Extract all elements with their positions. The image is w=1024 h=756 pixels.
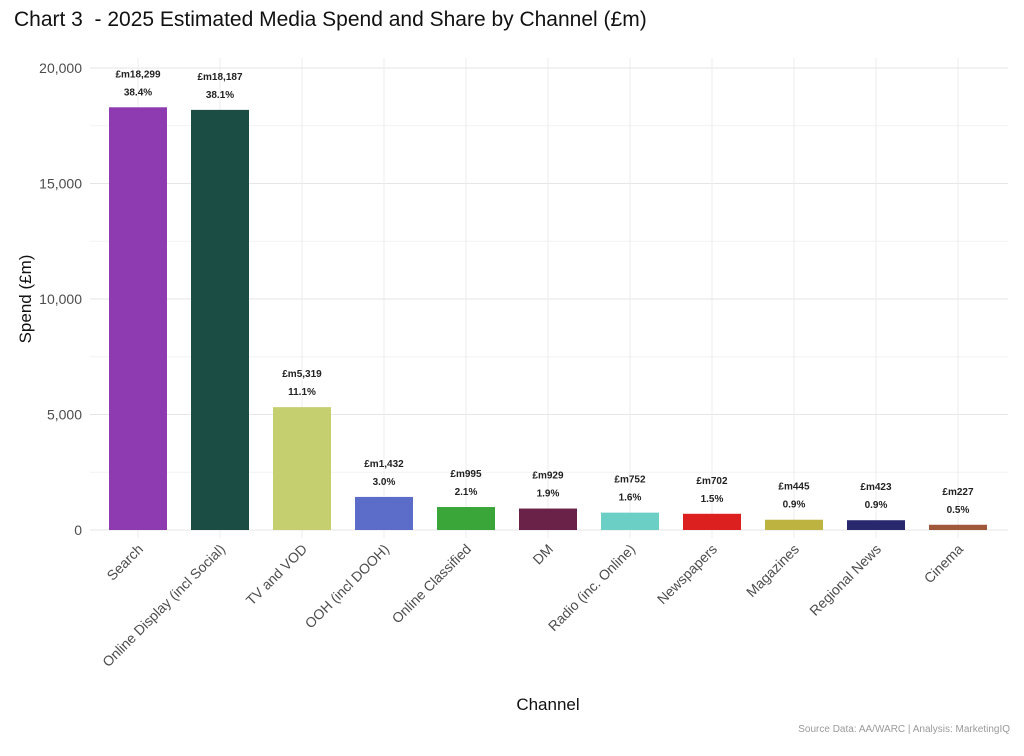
value-label: £m227 <box>942 487 974 498</box>
share-label: 11.1% <box>288 387 316 398</box>
share-label: 2.1% <box>455 487 478 498</box>
y-axis-title: Spend (£m) <box>16 255 35 344</box>
x-tick-label: Magazines <box>743 541 802 600</box>
source-caption: Source Data: AA/WARC | Analysis: Marketi… <box>798 724 1010 735</box>
value-label: £m1,432 <box>364 459 404 470</box>
x-tick-label: Newspapers <box>654 541 720 607</box>
value-label: £m702 <box>696 476 728 487</box>
value-label: £m18,187 <box>197 72 242 83</box>
x-tick-label: TV and VOD <box>243 541 310 608</box>
bar-1 <box>191 109 249 530</box>
share-label: 0.9% <box>783 500 806 511</box>
bar-6 <box>601 512 659 530</box>
x-tick-label: Regional News <box>806 541 884 619</box>
value-label: £m423 <box>860 482 892 493</box>
x-tick-label: DM <box>529 541 556 568</box>
bar-9 <box>847 520 905 530</box>
share-label: 38.4% <box>124 87 152 98</box>
bar-4 <box>437 507 495 530</box>
share-label: 3.0% <box>373 477 396 488</box>
value-label: £m5,319 <box>282 369 322 380</box>
chart-title: Chart 3 - 2025 Estimated Media Spend and… <box>14 8 647 31</box>
y-tick-label: 10,000 <box>39 291 82 307</box>
value-label: £m445 <box>778 482 810 493</box>
share-label: 1.6% <box>619 493 642 504</box>
share-label: 1.5% <box>701 494 724 505</box>
x-tick-label: Cinema <box>921 541 967 587</box>
value-label: £m18,299 <box>115 69 160 80</box>
x-axis-title: Channel <box>516 695 579 714</box>
x-tick-label: Online Classified <box>389 541 475 627</box>
y-tick-label: 5,000 <box>47 407 82 423</box>
y-tick-label: 0 <box>74 522 82 538</box>
bar-0 <box>109 107 167 531</box>
x-tick-label: Radio (inc. Online) <box>545 541 638 634</box>
bar-5 <box>519 508 577 530</box>
bar-3 <box>355 496 413 530</box>
y-tick-label: 20,000 <box>39 60 82 76</box>
share-label: 0.9% <box>865 500 888 511</box>
bar-8 <box>765 519 823 530</box>
share-label: 38.1% <box>206 90 234 101</box>
share-label: 1.9% <box>537 489 560 500</box>
share-label: 0.5% <box>947 505 970 516</box>
x-tick-label: OOH (incl DOOH) <box>302 541 393 632</box>
value-label: £m752 <box>614 475 646 486</box>
x-tick-label: Search <box>103 541 146 584</box>
bar-7 <box>683 513 741 530</box>
bar-2 <box>273 407 331 530</box>
value-label: £m929 <box>532 471 564 482</box>
y-tick-label: 15,000 <box>39 176 82 192</box>
value-label: £m995 <box>450 469 482 480</box>
bar-10 <box>929 524 987 530</box>
